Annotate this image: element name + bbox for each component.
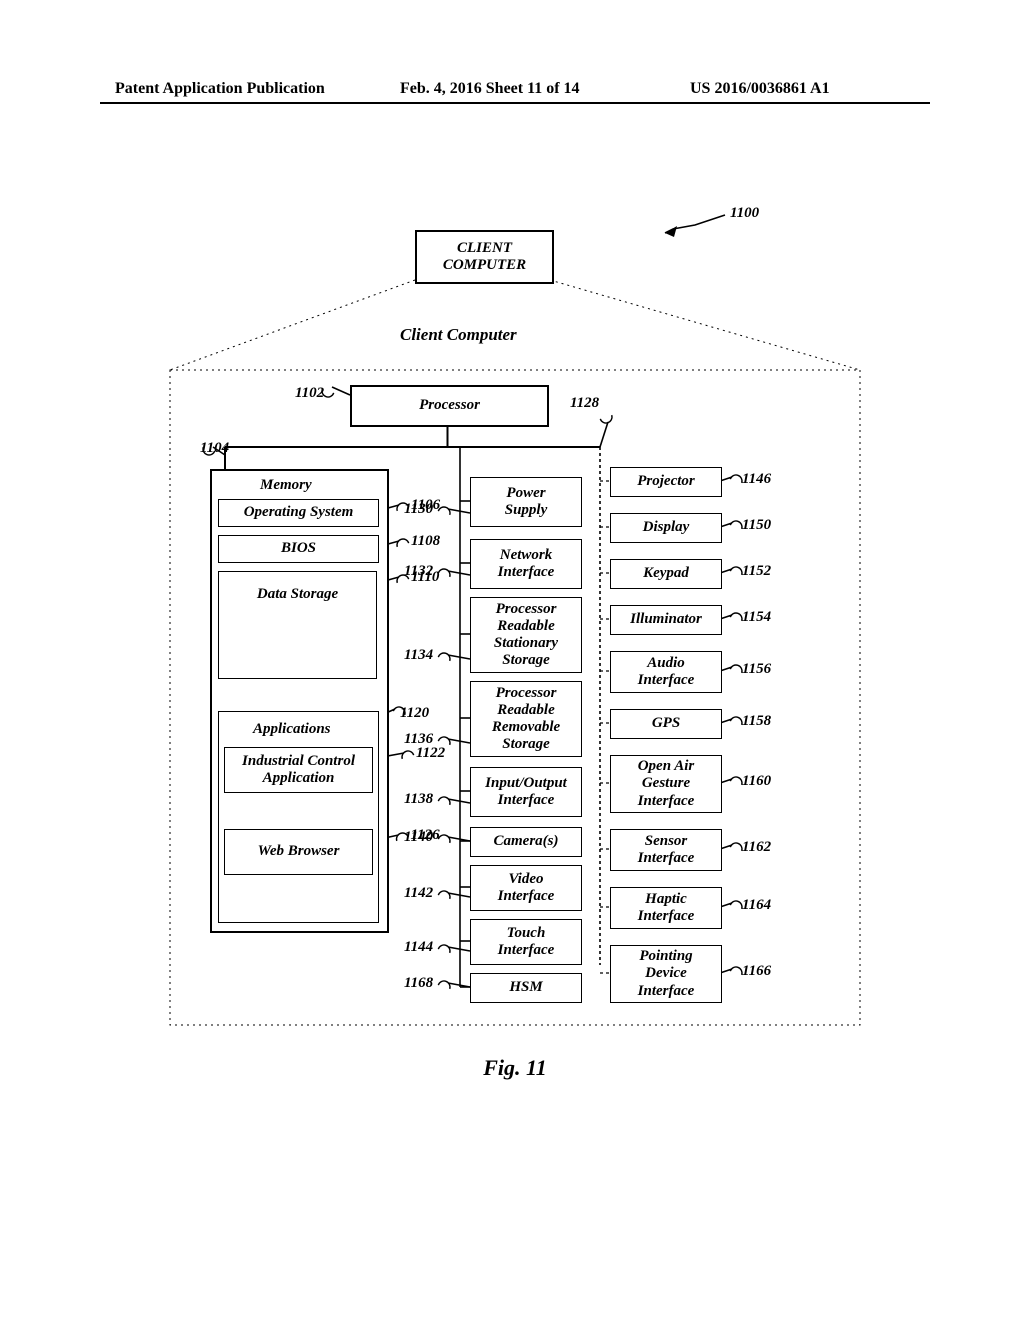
ref-1160: 1160 bbox=[742, 773, 771, 790]
ref-1104: 1104 bbox=[200, 440, 229, 457]
ref-1166: 1166 bbox=[742, 963, 771, 980]
apps-sub-1-label: Web Browser bbox=[258, 843, 340, 860]
right-0: Projector bbox=[610, 467, 722, 497]
right-7: SensorInterface bbox=[610, 829, 722, 871]
ref-1144: 1144 bbox=[404, 939, 433, 956]
center-7-label: TouchInterface bbox=[498, 925, 555, 960]
ref-1146: 1146 bbox=[742, 471, 771, 488]
right-1: Display bbox=[610, 513, 722, 543]
apps-sub-0: Industrial ControlApplication bbox=[224, 747, 373, 793]
center-2-label: ProcessorReadableStationaryStorage bbox=[494, 601, 558, 670]
center-3-label: ProcessorReadableRemovableStorage bbox=[492, 685, 560, 754]
ref-1152: 1152 bbox=[742, 563, 771, 580]
right-7-label: SensorInterface bbox=[638, 833, 695, 868]
center-3: ProcessorReadableRemovableStorage bbox=[470, 681, 582, 757]
client-computer-box-label: CLIENTCOMPUTER bbox=[443, 240, 526, 275]
ref-1130: 1130 bbox=[404, 501, 433, 518]
header-left: Patent Application Publication bbox=[115, 80, 325, 98]
center-4-label: Input/OutputInterface bbox=[485, 775, 567, 810]
right-2: Keypad bbox=[610, 559, 722, 589]
header-rule bbox=[100, 102, 930, 104]
ref-1150: 1150 bbox=[742, 517, 771, 534]
center-8-label: HSM bbox=[509, 979, 542, 996]
processor-box-label: Processor bbox=[419, 397, 480, 414]
ref-1156: 1156 bbox=[742, 661, 771, 678]
ref-1142: 1142 bbox=[404, 885, 433, 902]
ref-1138: 1138 bbox=[404, 791, 433, 808]
center-8: HSM bbox=[470, 973, 582, 1003]
center-5-label: Camera(s) bbox=[494, 833, 559, 850]
applications-title: Applications bbox=[253, 721, 331, 738]
right-5: GPS bbox=[610, 709, 722, 739]
ref-1158: 1158 bbox=[742, 713, 771, 730]
header-mid: Feb. 4, 2016 Sheet 11 of 14 bbox=[400, 80, 580, 98]
ref-1140: 1140 bbox=[404, 829, 433, 846]
ref-1134: 1134 bbox=[404, 647, 433, 664]
center-4: Input/OutputInterface bbox=[470, 767, 582, 817]
right-8-label: HapticInterface bbox=[638, 891, 695, 926]
right-2-label: Keypad bbox=[643, 565, 689, 582]
ref-1100: 1100 bbox=[730, 205, 759, 222]
center-0-label: PowerSupply bbox=[505, 485, 548, 520]
header-right: US 2016/0036861 A1 bbox=[690, 80, 830, 98]
right-4: AudioInterface bbox=[610, 651, 722, 693]
apps-sub-0-label: Industrial ControlApplication bbox=[242, 753, 355, 788]
center-0: PowerSupply bbox=[470, 477, 582, 527]
ref-1102: 1102 bbox=[295, 385, 324, 402]
detail-title: Client Computer bbox=[400, 325, 517, 345]
center-6: VideoInterface bbox=[470, 865, 582, 911]
right-9: PointingDeviceInterface bbox=[610, 945, 722, 1003]
right-6: Open AirGestureInterface bbox=[610, 755, 722, 813]
ref-1108: 1108 bbox=[411, 533, 440, 550]
ref-1154: 1154 bbox=[742, 609, 771, 626]
memory-title: Memory bbox=[260, 477, 312, 494]
applications-outer bbox=[218, 711, 379, 923]
memory-sub-2-label: Data Storage bbox=[257, 586, 338, 603]
right-3-label: Illuminator bbox=[630, 611, 702, 628]
memory-sub-0-label: Operating System bbox=[244, 504, 354, 521]
center-7: TouchInterface bbox=[470, 919, 582, 965]
center-6-label: VideoInterface bbox=[498, 871, 555, 906]
ref-1164: 1164 bbox=[742, 897, 771, 914]
client-computer-box: CLIENTCOMPUTER bbox=[415, 230, 554, 284]
center-2: ProcessorReadableStationaryStorage bbox=[470, 597, 582, 673]
right-0-label: Projector bbox=[637, 473, 695, 490]
ref-1136: 1136 bbox=[404, 731, 433, 748]
figure-caption: Fig. 11 bbox=[100, 1055, 930, 1081]
ref-1168: 1168 bbox=[404, 975, 433, 992]
figure-diagram: CLIENTCOMPUTER 1100 Client Computer Process… bbox=[100, 195, 930, 1075]
ref-1132: 1132 bbox=[404, 563, 433, 580]
processor-box: Processor bbox=[350, 385, 549, 427]
ref-1128: 1128 bbox=[570, 395, 599, 412]
apps-sub-1: Web Browser bbox=[224, 829, 373, 875]
right-5-label: GPS bbox=[652, 715, 680, 732]
right-1-label: Display bbox=[643, 519, 690, 536]
right-4-label: AudioInterface bbox=[638, 655, 695, 690]
right-3: Illuminator bbox=[610, 605, 722, 635]
memory-sub-2: Data Storage bbox=[218, 571, 377, 679]
ref-1162: 1162 bbox=[742, 839, 771, 856]
right-9-label: PointingDeviceInterface bbox=[638, 948, 695, 1000]
center-1-label: NetworkInterface bbox=[498, 547, 555, 582]
right-6-label: Open AirGestureInterface bbox=[638, 758, 695, 810]
ref-1120: 1120 bbox=[400, 705, 429, 722]
memory-sub-1-label: BIOS bbox=[281, 540, 316, 557]
right-8: HapticInterface bbox=[610, 887, 722, 929]
center-1: NetworkInterface bbox=[470, 539, 582, 589]
memory-sub-1: BIOS bbox=[218, 535, 379, 563]
center-5: Camera(s) bbox=[470, 827, 582, 857]
memory-sub-0: Operating System bbox=[218, 499, 379, 527]
